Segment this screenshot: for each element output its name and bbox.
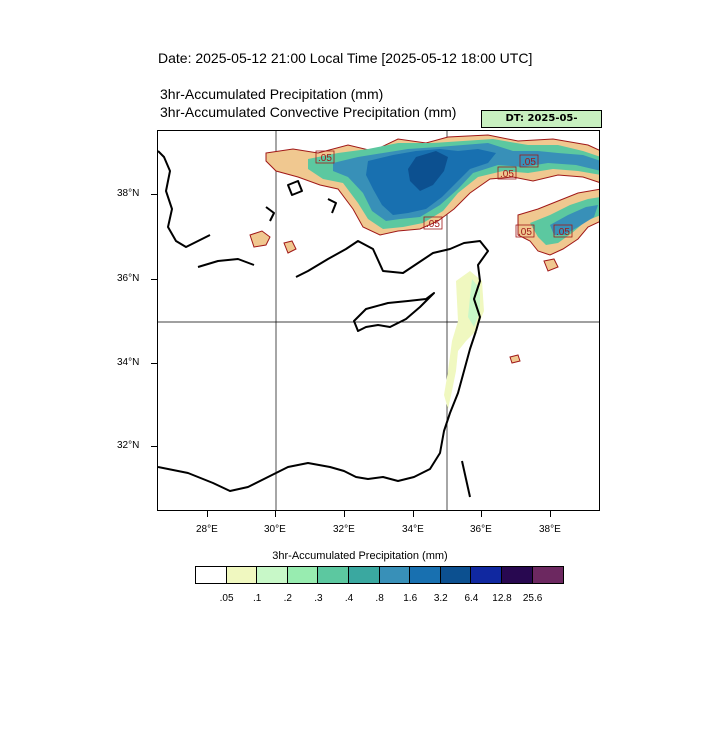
coast-cyprus: [353, 292, 435, 332]
colorbar-label: 1.6: [403, 593, 418, 604]
lon-label-38e: 38°E: [539, 524, 561, 535]
colorbar-swatch: [440, 567, 472, 583]
lon-tick: [344, 511, 345, 517]
coast-levant: [158, 330, 477, 492]
colorbar-label: .1: [253, 593, 262, 604]
colorbar-label: 12.8: [492, 593, 512, 604]
lon-label-28e: 28°E: [196, 524, 218, 535]
colorbar-swatch: [471, 567, 502, 583]
colorbar-label: 3.2: [433, 593, 448, 604]
contour-label-box: [519, 154, 539, 168]
colorbar-label: 25.6: [522, 593, 543, 604]
lon-label-32e: 32°E: [333, 524, 355, 535]
precip-speck-2: [509, 354, 521, 364]
variable-title-precip: 3hr-Accumulated Precipitation (mm): [160, 86, 384, 102]
coast-crete: [197, 258, 255, 268]
lon-label-34e: 34°E: [402, 524, 424, 535]
colorbar-label: .2: [283, 593, 292, 604]
contour-label: .05: [518, 227, 532, 238]
colorbar-label: .05: [219, 593, 234, 604]
precip-west-blob-2: [283, 240, 297, 254]
lon-tick: [207, 511, 208, 517]
precip-west-blob: [249, 230, 271, 248]
colorbar-swatch: [501, 567, 533, 583]
lat-tick: [151, 446, 157, 447]
contour-label: .05: [556, 227, 570, 238]
colorbar-swatch: [379, 567, 411, 583]
contour-labels: .05 .05 .05 .05 .05 .05: [315, 150, 573, 238]
precip-ne-core: [550, 205, 598, 235]
contour-label: .05: [318, 153, 332, 164]
date-title: Date: 2025-05-12 21:00 Local Time [2025-…: [158, 50, 533, 66]
lon-label-36e: 36°E: [470, 524, 492, 535]
lon-tick: [481, 511, 482, 517]
precip-north-peak: [408, 151, 448, 191]
contour-label: .05: [426, 219, 440, 230]
lon-tick: [550, 511, 551, 517]
colorbar-swatch: [532, 567, 564, 583]
colorbar-label: .8: [375, 593, 384, 604]
lat-label-38n: 38°N: [117, 188, 140, 199]
colorbar-swatch: [318, 567, 349, 583]
colorbar-swatch: [257, 567, 288, 583]
colorbar-title: 3hr-Accumulated Precipitation (mm): [272, 550, 448, 562]
coast-rhodes: [265, 206, 275, 222]
map-canvas: .05 .05 .05 .05 .05 .05: [158, 131, 599, 510]
contour-label-box: [497, 166, 517, 180]
contour-label-box: [553, 224, 573, 238]
colorbar: [195, 566, 565, 584]
colorbar-swatch: [410, 567, 441, 583]
colorbar-swatch: [226, 567, 258, 583]
coast-island-2: [327, 198, 337, 214]
colorbar-label: .3: [314, 593, 323, 604]
lat-label-34n: 34°N: [117, 357, 140, 368]
contour-label: .05: [522, 157, 536, 168]
lat-label-36n: 36°N: [117, 273, 140, 284]
coast-sinai-gulf: [461, 460, 471, 498]
colorbar-swatch: [196, 567, 227, 583]
lon-tick: [275, 511, 276, 517]
precip-ne-speck: [543, 258, 559, 272]
lat-label-32n: 32°N: [117, 440, 140, 451]
colorbar-swatch: [348, 567, 380, 583]
coast-aegean-w: [158, 150, 211, 248]
coast-island-1: [287, 180, 303, 196]
variable-title-convective: 3hr-Accumulated Convective Precipitation…: [160, 104, 457, 120]
contour-label: .05: [500, 169, 514, 180]
colorbar-label: .4: [344, 593, 354, 604]
lat-tick: [151, 194, 157, 195]
precipitation-fill: [249, 134, 599, 409]
coast-anatolia: [295, 240, 489, 332]
lat-tick: [151, 363, 157, 364]
colorbar-swatch: [287, 567, 319, 583]
contour-label-box: [423, 216, 443, 230]
contour-label-box: [515, 224, 535, 238]
colorbar-label: 6.4: [464, 593, 479, 604]
map-panel: .05 .05 .05 .05 .05 .05: [157, 130, 600, 511]
lat-tick: [151, 279, 157, 280]
dt-badge: DT: 2025-05-11_12:00:00: [481, 110, 602, 140]
coastlines: [158, 150, 489, 498]
contour-label-box: [315, 150, 335, 164]
lon-label-30e: 30°E: [264, 524, 286, 535]
lon-tick: [413, 511, 414, 517]
